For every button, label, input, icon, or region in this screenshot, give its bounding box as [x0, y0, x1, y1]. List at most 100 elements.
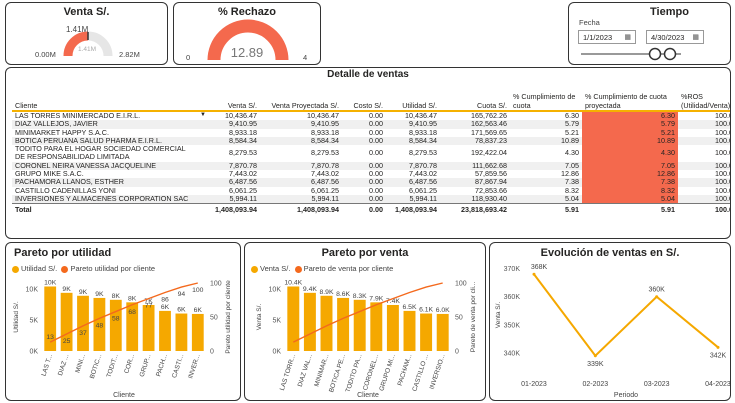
- table-cell: 0.00: [369, 148, 383, 158]
- table-row[interactable]: BOTICA PERUANA SALUD PHARMA E.I.R.L. 8,58…: [12, 136, 730, 146]
- bar: [191, 313, 204, 351]
- table-title: Detalle de ventas: [327, 69, 409, 80]
- col-header-cuota[interactable]: Cuota S/.: [440, 86, 510, 112]
- table-cell: 4.30: [565, 148, 579, 158]
- table-cell: 8,584.34: [260, 136, 342, 146]
- col-header-cliente[interactable]: Cliente: [12, 86, 198, 112]
- rechazo-card-title: % Rechazo: [217, 6, 277, 18]
- table-cell: 8,933.18: [229, 128, 257, 137]
- table-cell: 100.0: [715, 128, 730, 137]
- table-cell: 8,933.18: [311, 128, 339, 137]
- point-data-label: 339K: [587, 361, 604, 368]
- x-tick-label: 04-2023: [705, 381, 731, 388]
- bar: [403, 310, 416, 351]
- col-header-utilidad[interactable]: Utilidad S/.: [386, 86, 440, 112]
- col-header-costo[interactable]: Costo S/.: [342, 86, 386, 112]
- table-row[interactable]: PACHAMORA LLANOS, ESTHER 6,487.56 6,487.56…: [12, 178, 730, 187]
- table-cell: 6,487.56: [198, 178, 260, 187]
- rechazo-gauge-min: 0: [186, 53, 191, 62]
- table-cell: 111,662.68: [440, 161, 510, 171]
- table-cell: 5.79: [510, 120, 582, 129]
- evolucion-ventas-chart: 370K 360K 350K 340K Venta S/. Periodo 368K 01-2…: [495, 264, 731, 399]
- bar-data-label: 6K: [161, 304, 170, 311]
- x-tick-label: COR...: [123, 353, 136, 374]
- table-cell: 10,436.47: [307, 111, 339, 120]
- table-cell: 0.00: [342, 161, 386, 171]
- table-row[interactable]: CORONEL NEIRA VANESSA JACQUELINE 7,870.78…: [12, 161, 730, 171]
- col-header-cumplimiento-proyectada[interactable]: % Cumplimiento de cuota proyectada: [582, 86, 678, 112]
- bar-data-label: 9.4K: [303, 286, 317, 293]
- date-range-slider[interactable]: [569, 3, 731, 65]
- table-row[interactable]: MINIMARKET HAPPY S.A.C. 8,933.18 8,933.18 0…: [12, 128, 730, 137]
- total-cell: 23,818,693.42: [440, 203, 510, 217]
- sort-desc-icon[interactable]: ▼: [200, 112, 206, 118]
- x-tick-label: DIAZ ...: [57, 353, 71, 376]
- x-tick-label: TODITO PA...: [345, 353, 364, 393]
- y2-tick-label: 100: [455, 281, 467, 288]
- bar: [386, 304, 399, 351]
- bar: [420, 313, 433, 351]
- x-tick-label: CASTI...: [171, 353, 185, 379]
- line-point: [532, 272, 536, 276]
- y-tick-label: 350K: [504, 322, 521, 329]
- bar: [436, 313, 449, 351]
- table-row[interactable]: LAS TORRES MINIMERCADO E.I.R.L. 10,436.47…: [12, 111, 730, 121]
- detalle-ventas-table-card: Detalle de ventas Cliente Venta S/. ▼ Ven…: [5, 67, 731, 239]
- fecha-label: Fecha: [579, 18, 600, 27]
- table-cell: 0.00: [342, 178, 386, 187]
- table-cell: 5.21: [565, 128, 579, 137]
- start-date-input[interactable]: 1/1/2023 ▦: [578, 30, 636, 44]
- bar-data-label: 7.9K: [369, 295, 383, 302]
- table-cell: 0.00: [369, 170, 383, 179]
- sales-line: [533, 273, 719, 358]
- pareto-venta-legend: Venta S/. Pareto de venta por cliente: [251, 264, 393, 273]
- table-cell: 5.21: [582, 128, 678, 137]
- table-cell: 0.00: [342, 120, 386, 129]
- bar-data-label: 6.1K: [419, 307, 433, 314]
- bar: [44, 286, 57, 351]
- y-axis-title: Utilidad S/.: [13, 301, 20, 333]
- y2-tick-label: 50: [455, 315, 463, 322]
- end-date-value: 4/30/2023: [651, 33, 685, 42]
- legend-dot-line: [61, 265, 69, 273]
- rechazo-card: % Rechazo 12.89 0 4: [173, 2, 321, 65]
- table-cell: 10,436.47: [405, 111, 437, 120]
- venta-gauge-center: 1.41M: [78, 46, 97, 53]
- table-cell: 5.04: [582, 194, 678, 204]
- table-cell: 0.00: [369, 128, 383, 137]
- table-cell: 100.0: [678, 136, 730, 146]
- bar-data-label: 9K: [95, 291, 104, 298]
- pareto-data-label: 48: [96, 322, 104, 329]
- calendar-icon[interactable]: ▦: [692, 34, 699, 41]
- legend-bar-label: Venta S/.: [260, 264, 291, 273]
- table-cell: 5,994.11: [260, 194, 342, 204]
- table-cell: 4.30: [582, 145, 678, 162]
- table-cell: 100.0: [715, 111, 730, 120]
- pareto-data-label: 58: [112, 316, 120, 323]
- table-row[interactable]: TODITO PARA EL HOGAR SOCIEDAD COMERCIAL …: [12, 145, 730, 162]
- table-row[interactable]: DIAZ VALLEJOS, JAVIER 9,410.95 9,410.95 0.0…: [12, 120, 730, 129]
- legend-line-label: Pareto utilidad por cliente: [70, 264, 156, 273]
- table-cell: 7,870.78: [260, 161, 342, 171]
- table-cell: 7,870.78: [386, 161, 440, 171]
- table-row[interactable]: GRUPO MIKE S.A.C. 7,443.02 7,443.02 0.00 7,4…: [12, 170, 730, 179]
- col-header-venta[interactable]: Venta S/. ▼: [198, 86, 260, 118]
- table-cell: 6,487.56: [260, 178, 342, 187]
- col-header-venta-proyectada[interactable]: Venta Proyectada S/.: [260, 86, 342, 112]
- table-cell: 12.86: [582, 170, 678, 179]
- table-row[interactable]: INVERSIONES Y ALMACENES CORPORATION SAC 5…: [12, 194, 730, 204]
- end-date-input[interactable]: 4/30/2023 ▦: [646, 30, 704, 44]
- calendar-icon[interactable]: ▦: [624, 34, 631, 41]
- table-row[interactable]: CASTILLO CADENILLAS YONI 6,061.25 6,061.25…: [12, 186, 730, 195]
- table-cell: 100.0: [678, 161, 730, 171]
- bar-data-label: 6.0K: [436, 307, 450, 314]
- bar-data-label: 6K: [194, 307, 203, 314]
- total-cell: 1,408,093.94: [198, 203, 260, 217]
- table-cell: 5.04: [510, 194, 582, 204]
- slider-handle-start: [648, 47, 662, 61]
- col-header-ros[interactable]: %ROS (Utilidad/Venta): [678, 86, 730, 112]
- x-tick-label: LAS T...: [40, 353, 54, 377]
- col-header-cumplimiento[interactable]: % Cumplimiento de cuota: [510, 86, 582, 112]
- pareto-data-label: 100: [192, 287, 204, 294]
- line-point: [716, 345, 720, 349]
